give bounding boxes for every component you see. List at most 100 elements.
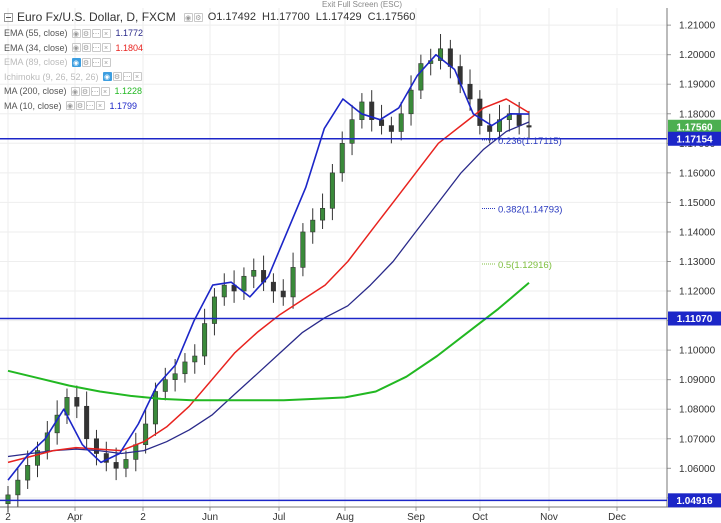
candle-body bbox=[467, 83, 473, 100]
candle-body bbox=[172, 373, 178, 380]
candle-body bbox=[192, 355, 198, 363]
eye-icon[interactable]: ◉ bbox=[71, 28, 81, 38]
candle-body bbox=[290, 267, 296, 298]
candle-body bbox=[349, 119, 355, 144]
indicator-row: EMA (89, close) ◉ ⚙ ⋯ × bbox=[4, 55, 421, 70]
settings-icon[interactable]: ⚙ bbox=[81, 43, 91, 53]
price-badge bbox=[668, 131, 721, 146]
more-icon[interactable]: ⋯ bbox=[91, 43, 101, 53]
y-tick-label: 1.16000 bbox=[679, 168, 716, 179]
eye-icon[interactable]: ◉ bbox=[65, 101, 75, 111]
eye-icon[interactable]: ◉ bbox=[71, 57, 81, 67]
close-icon[interactable]: × bbox=[132, 72, 142, 82]
candle-body bbox=[143, 423, 149, 445]
x-tick-label: Jul bbox=[273, 512, 286, 523]
candle-body bbox=[93, 438, 99, 454]
candle-body bbox=[516, 113, 522, 126]
settings-icon[interactable]: ⚙ bbox=[193, 12, 203, 22]
indicator-name: EMA (89, close) bbox=[4, 57, 68, 68]
price-badge bbox=[668, 311, 721, 326]
candle-body bbox=[25, 465, 31, 481]
settings-icon[interactable]: ⚙ bbox=[81, 28, 91, 38]
y-tick-label: 1.09000 bbox=[679, 375, 716, 386]
close-icon[interactable]: × bbox=[95, 101, 105, 111]
indicator-name: MA (10, close) bbox=[4, 100, 62, 111]
indicator-name: MA (200, close) bbox=[4, 86, 67, 97]
indicator-name: EMA (34, close) bbox=[4, 42, 68, 53]
candle-body bbox=[44, 432, 50, 451]
eye-icon[interactable]: ◉ bbox=[70, 86, 80, 96]
more-icon[interactable]: ⋯ bbox=[85, 101, 95, 111]
candle-body bbox=[162, 379, 168, 392]
indicator-controls: ◉ ⚙ ⋯ × bbox=[71, 28, 112, 38]
candle-body bbox=[329, 172, 335, 209]
price-badge-label: 1.04916 bbox=[676, 496, 713, 507]
close-icon[interactable]: × bbox=[101, 43, 111, 53]
eye-icon[interactable]: ◉ bbox=[71, 43, 81, 53]
symbol-title-row: Euro Fx/U.S. Dollar, D, FXCM ◉ ⚙ O1.1749… bbox=[4, 8, 421, 26]
y-tick-label: 1.12000 bbox=[679, 287, 716, 298]
candle-body bbox=[74, 397, 80, 407]
indicator-line bbox=[7, 121, 530, 458]
candle-body bbox=[339, 143, 345, 174]
x-tick-label: Nov bbox=[540, 512, 558, 523]
more-icon[interactable]: ⋯ bbox=[122, 72, 132, 82]
candle-body bbox=[15, 479, 21, 496]
candle-body bbox=[5, 494, 11, 505]
close-icon[interactable]: × bbox=[101, 28, 111, 38]
candle-body bbox=[211, 296, 217, 324]
indicator-line bbox=[7, 98, 530, 464]
x-tick-label: 2 bbox=[5, 512, 11, 523]
candle-body bbox=[241, 275, 247, 292]
candle-body bbox=[251, 270, 257, 277]
candle-body bbox=[398, 113, 404, 132]
x-tick-label: Aug bbox=[336, 512, 354, 523]
candle-body bbox=[320, 208, 326, 221]
candle-body bbox=[84, 405, 90, 440]
more-icon[interactable]: ⋯ bbox=[90, 86, 100, 96]
y-tick-label: 1.19000 bbox=[679, 80, 716, 91]
x-tick-label: 2 bbox=[140, 512, 146, 523]
candle-body bbox=[359, 101, 365, 120]
candle-body bbox=[388, 125, 394, 132]
price-badge-label: 1.17154 bbox=[676, 134, 713, 145]
indicator-value: 1.1804 bbox=[115, 42, 144, 53]
candle-body bbox=[221, 284, 227, 298]
candle-body bbox=[113, 462, 119, 469]
candle-body bbox=[300, 231, 306, 268]
ohlc-low: L1.17429 bbox=[315, 11, 362, 23]
candle-body bbox=[438, 48, 444, 61]
fib-level-label: 0.236(1.17115) bbox=[498, 136, 562, 147]
more-icon[interactable]: ⋯ bbox=[91, 57, 101, 67]
eye-icon[interactable]: ◉ bbox=[183, 12, 193, 22]
settings-icon[interactable]: ⚙ bbox=[80, 86, 90, 96]
y-tick-label: 1.06000 bbox=[679, 464, 716, 475]
candle-body bbox=[152, 391, 158, 425]
settings-icon[interactable]: ⚙ bbox=[81, 57, 91, 67]
price-badge bbox=[668, 493, 721, 508]
close-icon[interactable]: × bbox=[100, 86, 110, 96]
exit-fullscreen-hint[interactable]: Exit Full Screen (ESC) bbox=[322, 0, 403, 9]
y-tick-label: 1.20000 bbox=[679, 50, 716, 61]
collapse-legend-icon[interactable] bbox=[4, 12, 13, 22]
indicator-value: 1.1772 bbox=[115, 28, 144, 39]
x-tick-label: Dec bbox=[608, 512, 626, 523]
eye-icon[interactable]: ◉ bbox=[102, 72, 112, 82]
x-tick-label: Sep bbox=[407, 512, 425, 523]
candle-body bbox=[408, 89, 414, 115]
ohlc-open: O1.17492 bbox=[207, 11, 257, 23]
candle-body bbox=[487, 125, 493, 132]
candle-body bbox=[34, 450, 40, 466]
candle-body bbox=[182, 361, 188, 375]
more-icon[interactable]: ⋯ bbox=[91, 28, 101, 38]
y-tick-label: 1.07000 bbox=[679, 434, 716, 445]
ohlc-close: C1.17560 bbox=[367, 11, 416, 23]
indicator-line bbox=[7, 282, 530, 402]
symbol-title: Euro Fx/U.S. Dollar, D, FXCM bbox=[17, 10, 176, 24]
close-icon[interactable]: × bbox=[101, 57, 111, 67]
indicator-row: MA (200, close) ◉ ⚙ ⋯ × 1.1228 bbox=[4, 84, 421, 99]
ohlc-high: H1.17700 bbox=[262, 11, 310, 23]
settings-icon[interactable]: ⚙ bbox=[112, 72, 122, 82]
settings-icon[interactable]: ⚙ bbox=[75, 101, 85, 111]
